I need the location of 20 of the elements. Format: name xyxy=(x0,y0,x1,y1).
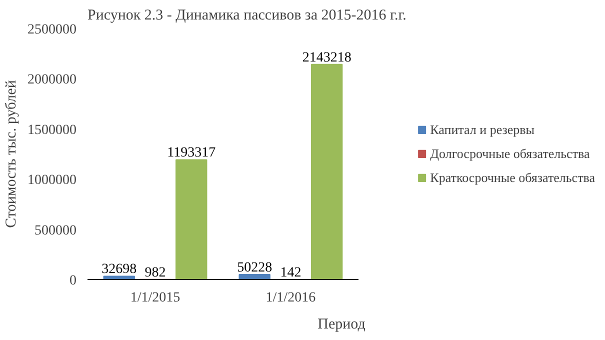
y-tick-label: 2500000 xyxy=(28,22,76,38)
y-tick-label: 500000 xyxy=(34,223,76,238)
legend-label: Долгосрочные обязательства xyxy=(430,146,590,162)
chart-title: Рисунок 2.3 - Динамика пассивов за 2015-2016 г.г. xyxy=(88,8,406,24)
data-label: 50228 xyxy=(237,260,272,276)
x-axis-title: Период xyxy=(318,316,366,332)
y-tick-label: 0 xyxy=(70,274,76,288)
legend-label: Краткосрочные обязательства xyxy=(430,170,595,186)
legend-label: Капитал и резервы xyxy=(430,122,535,138)
data-label: 142 xyxy=(280,265,302,280)
x-tick-label: 1/1/2016 xyxy=(266,290,316,306)
y-tick-label: 1500000 xyxy=(28,122,76,138)
x-tick-label: 1/1/2015 xyxy=(130,290,180,306)
y-tick-label: 1000000 xyxy=(28,173,76,188)
y-axis-title: Стоимость тыс. рублей xyxy=(4,80,20,228)
data-label: 982 xyxy=(144,265,166,280)
data-label: 1193317 xyxy=(167,146,216,161)
data-label: 2143218 xyxy=(302,50,352,66)
y-tick-label: 2000000 xyxy=(28,72,76,88)
data-label: 32698 xyxy=(102,262,137,278)
